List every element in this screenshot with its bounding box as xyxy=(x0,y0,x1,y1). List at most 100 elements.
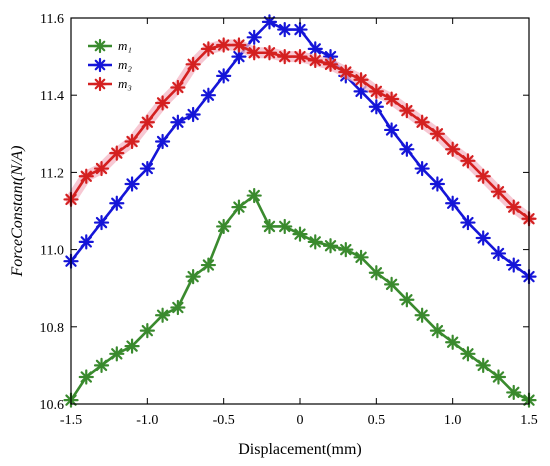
data-point-marker xyxy=(429,126,445,142)
data-point-marker xyxy=(261,14,278,30)
data-point-marker xyxy=(93,357,110,373)
data-point-marker xyxy=(139,114,155,130)
data-point-marker xyxy=(124,133,140,150)
data-point-marker xyxy=(124,338,140,354)
data-point-marker xyxy=(216,218,232,235)
data-point-marker xyxy=(414,160,430,177)
data-point-marker xyxy=(185,106,201,123)
data-point-marker xyxy=(170,79,186,96)
data-point-marker xyxy=(78,168,94,184)
data-point-marker xyxy=(353,72,369,88)
data-point-marker xyxy=(353,249,369,265)
x-tick-label: 0.5 xyxy=(368,413,386,428)
legend-swatch-marker xyxy=(92,76,108,92)
data-point-marker xyxy=(399,141,415,157)
legend-swatch-marker xyxy=(92,57,108,73)
data-point-marker xyxy=(490,184,507,200)
series-2 xyxy=(63,14,537,285)
data-point-marker xyxy=(307,52,323,69)
y-tick-label: 11.2 xyxy=(40,166,64,181)
data-point-marker xyxy=(414,307,430,323)
series-line xyxy=(69,194,530,402)
axis-ticks: -1.5 -1.0 -0.5 0 0.5 1.0 1.5 10.6 10.8 11.0 11.2 11… xyxy=(40,12,538,428)
data-point-marker xyxy=(445,141,461,157)
data-point-marker xyxy=(231,199,247,215)
data-point-marker xyxy=(78,369,94,385)
series-layer xyxy=(63,14,537,408)
data-point-marker xyxy=(460,346,476,362)
data-point-marker xyxy=(78,234,94,250)
data-point-marker xyxy=(445,334,461,350)
data-point-marker xyxy=(307,41,323,57)
data-point-marker xyxy=(368,99,384,115)
data-point-marker xyxy=(246,45,262,61)
data-point-marker xyxy=(200,41,216,57)
x-tick-label: -1.5 xyxy=(60,413,82,428)
data-point-marker xyxy=(490,245,507,262)
y-tick-label: 11.6 xyxy=(40,12,64,27)
legend-item: m₂ xyxy=(88,57,132,73)
legend-item: m₁ xyxy=(88,38,132,54)
data-point-marker xyxy=(246,29,262,45)
x-tick-label: -1.0 xyxy=(136,413,158,428)
y-tick-label: 11.4 xyxy=(40,89,64,104)
data-point-marker xyxy=(292,21,308,38)
data-point-marker xyxy=(460,153,476,169)
data-point-marker xyxy=(399,103,415,119)
data-point-marker xyxy=(185,269,201,285)
legend: m₁ m₂ m₃ xyxy=(88,38,132,92)
x-tick-label: 0 xyxy=(297,413,304,428)
data-point-marker xyxy=(93,214,110,231)
legend-label: m₁ xyxy=(118,38,132,53)
data-point-marker xyxy=(139,160,155,177)
data-point-marker xyxy=(200,87,216,103)
data-point-marker xyxy=(414,114,430,130)
data-point-marker xyxy=(292,226,308,242)
data-point-marker xyxy=(399,292,415,308)
data-point-marker xyxy=(506,199,522,215)
data-point-marker xyxy=(170,299,186,316)
y-tick-label: 10.6 xyxy=(40,398,65,413)
data-point-marker xyxy=(338,242,354,258)
data-point-marker xyxy=(277,21,293,38)
data-point-marker xyxy=(475,357,491,373)
data-point-marker xyxy=(429,323,445,339)
data-point-marker xyxy=(475,230,491,246)
data-point-marker xyxy=(475,168,491,184)
data-point-marker xyxy=(109,145,125,161)
data-point-marker xyxy=(338,64,354,80)
data-point-marker xyxy=(155,133,171,150)
data-point-marker xyxy=(384,122,400,138)
data-point-marker xyxy=(261,45,278,61)
data-point-marker xyxy=(139,323,155,339)
y-tick-label: 11.0 xyxy=(40,244,64,259)
data-point-marker xyxy=(155,307,171,323)
data-point-marker xyxy=(506,257,522,273)
legend-label: m₃ xyxy=(118,76,132,91)
data-point-marker xyxy=(460,214,476,231)
y-axis-label: ForceConstant(N/A) xyxy=(9,146,26,278)
data-point-marker xyxy=(506,384,522,401)
data-point-marker xyxy=(216,68,232,84)
data-point-marker xyxy=(307,234,323,250)
data-point-marker xyxy=(490,369,507,385)
data-point-marker xyxy=(322,56,339,72)
series-line xyxy=(69,43,530,220)
x-tick-label: 1.0 xyxy=(444,413,462,428)
series-3 xyxy=(63,37,537,227)
legend-item: m₃ xyxy=(88,76,132,92)
data-point-marker xyxy=(292,48,308,65)
data-point-marker xyxy=(246,187,262,204)
data-point-marker xyxy=(429,176,445,192)
data-point-marker xyxy=(384,91,400,107)
data-point-marker xyxy=(216,37,232,53)
data-point-marker xyxy=(368,265,384,281)
data-point-marker xyxy=(200,257,216,273)
data-point-marker xyxy=(170,114,186,130)
data-point-marker xyxy=(155,95,171,111)
data-point-marker xyxy=(185,56,201,72)
data-point-marker xyxy=(277,218,293,235)
y-tick-label: 10.8 xyxy=(40,321,65,336)
data-point-marker xyxy=(277,48,293,65)
